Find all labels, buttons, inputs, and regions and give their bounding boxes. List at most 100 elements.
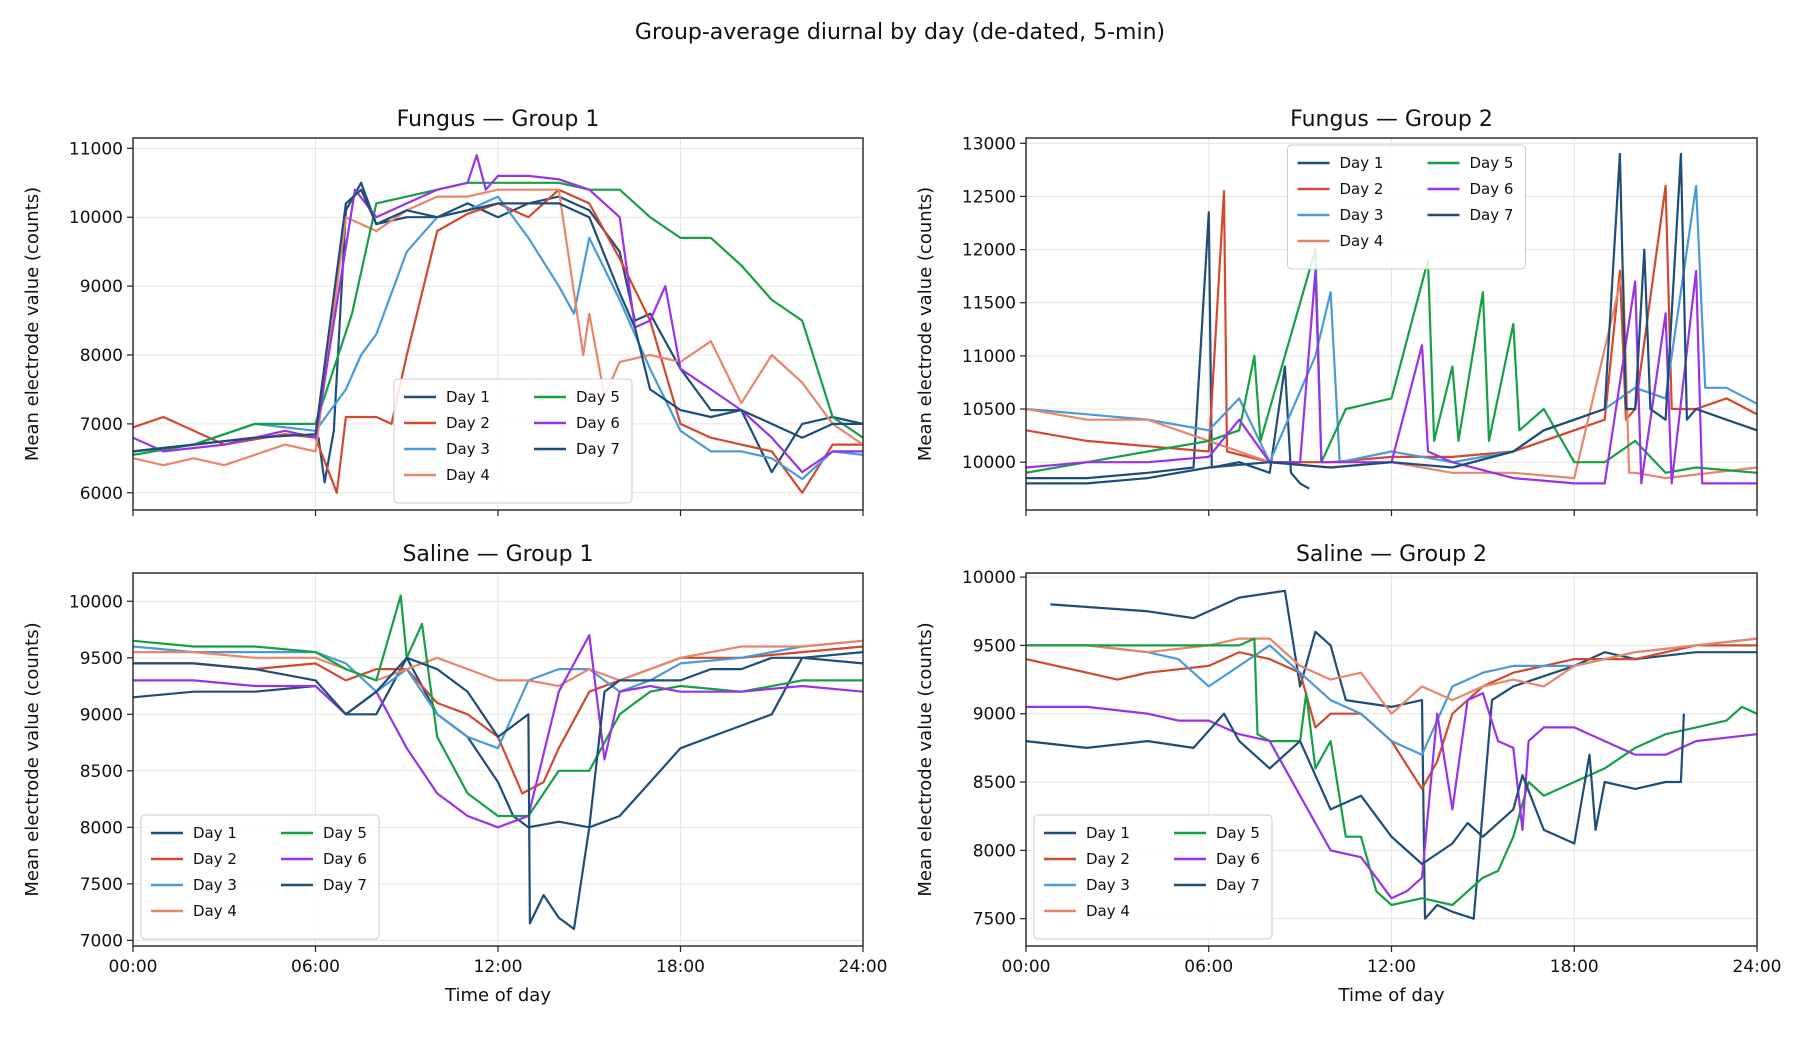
y-tick-label: 9000	[973, 705, 1016, 725]
legend-label: Day 4	[446, 466, 490, 484]
x-tick-label: 06:00	[1184, 957, 1233, 977]
legend: Day 1 Day 2 Day 3 Day 4 Day 5 Day 6 Day 7	[1287, 144, 1526, 270]
legend-item: Day 3	[151, 876, 237, 894]
legend-item: Day 6	[1174, 850, 1260, 868]
y-tick-label: 6000	[80, 484, 123, 504]
legend-item: Day 6	[534, 414, 620, 432]
legend-item: Day 1	[1297, 154, 1384, 172]
x-tick-label: 00:00	[109, 957, 158, 977]
legend-label: Day 3	[446, 440, 490, 458]
subplot-2: 10000 10500 11000 11500 12000 12500 13000 Fungu…	[915, 107, 1758, 516]
y-tick-label: 7000	[80, 931, 123, 951]
y-tick-label: 8500	[80, 762, 123, 782]
subplot-title: Fungus — Group 1	[397, 107, 600, 132]
legend-item: Day 1	[151, 824, 237, 842]
legend-box	[1033, 814, 1273, 940]
axes-frame	[132, 137, 864, 511]
legend-item: Day 2	[404, 414, 490, 432]
series-line-day-5	[133, 594, 863, 818]
legend-label: Day 5	[1470, 154, 1514, 172]
legend-item: Day 5	[1174, 824, 1260, 842]
x-axis-label: Time of day	[1338, 985, 1445, 1006]
y-tick-label: 8000	[80, 818, 123, 838]
y-tick-label: 10000	[69, 592, 123, 612]
legend-item: Day 1	[1044, 824, 1130, 842]
y-tick-label: 8000	[973, 841, 1016, 861]
series-line-day-4	[133, 639, 863, 688]
legend-item: Day 2	[1044, 850, 1130, 868]
y-axis-label: Mean electrode value (counts)	[915, 187, 936, 461]
legend-item: Day 4	[151, 902, 237, 920]
legend: Day 1 Day 2 Day 3 Day 4 Day 5 Day 6 Day 7	[1033, 814, 1273, 940]
legend-item: Day 4	[404, 466, 490, 484]
x-tick-label: 00:00	[1002, 957, 1051, 977]
y-tick-label: 11500	[962, 294, 1016, 314]
y-tick-label: 10000	[962, 568, 1016, 588]
y-tick-label: 13000	[962, 134, 1016, 154]
x-tick-label: 18:00	[1550, 957, 1599, 977]
y-tick-label: 11000	[69, 139, 123, 159]
series-line-day-5	[1026, 637, 1757, 907]
x-tick-label: 12:00	[1367, 957, 1416, 977]
series-line-day-7	[1026, 152, 1757, 485]
y-tick-label: 9000	[80, 705, 123, 725]
legend-label: Day 2	[446, 414, 490, 432]
legend-item: Day 7	[1174, 876, 1260, 894]
series-line-day-6	[133, 154, 863, 474]
legend-label: Day 1	[446, 388, 490, 406]
y-tick-label: 7000	[80, 415, 123, 435]
subplot-4: 00:00 06:00 12:00 18:00 24:00 7500 8000 8500 900…	[915, 542, 1782, 1006]
subplot-title: Saline — Group 2	[1296, 542, 1487, 567]
legend-item: Day 5	[281, 824, 367, 842]
axes-frame	[132, 572, 864, 947]
y-tick-label: 12000	[962, 241, 1016, 261]
y-tick-label: 8000	[80, 346, 123, 366]
y-tick-label: 12500	[962, 187, 1016, 207]
legend-item: Day 7	[281, 876, 367, 894]
legend-item: Day 1	[404, 388, 490, 406]
series-group	[1026, 589, 1757, 920]
legend-label: Day 2	[193, 850, 237, 868]
y-tick-label: 10000	[962, 453, 1016, 473]
legend-label: Day 6	[1470, 180, 1514, 198]
figure-title: Group-average diurnal by day (de-dated, …	[635, 20, 1165, 45]
legend-label: Day 7	[323, 876, 367, 894]
legend-item: Day 3	[404, 440, 490, 458]
legend-label: Day 7	[1216, 876, 1260, 894]
series-line-day-7	[1026, 712, 1685, 866]
legend-item: Day 4	[1044, 902, 1130, 920]
y-tick-label: 9500	[80, 649, 123, 669]
legend-label: Day 6	[323, 850, 367, 868]
legend-label: Day 6	[1216, 850, 1260, 868]
y-tick-label: 11000	[962, 347, 1016, 367]
y-tick-label: 9500	[973, 636, 1016, 656]
legend-item: Day 7	[1427, 206, 1514, 224]
legend: Day 1 Day 2 Day 3 Day 4 Day 5 Day 6 Day 7	[393, 378, 633, 504]
series-line-day-7	[133, 656, 863, 931]
series-line-day-6	[1026, 692, 1757, 900]
legend-label: Day 7	[1470, 206, 1514, 224]
legend-item: Day 2	[151, 850, 237, 868]
x-axis-label: Time of day	[444, 985, 551, 1006]
series-line-day-4	[1026, 269, 1757, 480]
legend-box	[140, 814, 380, 940]
legend-item: Day 6	[281, 850, 367, 868]
legend-label: Day 1	[1340, 154, 1384, 172]
legend-label: Day 1	[1086, 824, 1130, 842]
y-axis-label: Mean electrode value (counts)	[22, 187, 43, 461]
y-tick-label: 7500	[80, 875, 123, 895]
legend-item: Day 4	[1297, 232, 1383, 250]
y-tick-label: 8500	[973, 773, 1016, 793]
y-tick-label: 10000	[69, 208, 123, 228]
legend-label: Day 3	[193, 876, 237, 894]
legend-item: Day 6	[1427, 180, 1514, 198]
legend: Day 1 Day 2 Day 3 Day 4 Day 5 Day 6 Day 7	[140, 814, 380, 940]
legend-item: Day 3	[1297, 206, 1383, 224]
legend-box	[393, 378, 633, 504]
series-line-day-3	[133, 195, 863, 481]
subplot-3: 00:00 06:00 12:00 18:00 24:00 7000 7500 8000 850…	[22, 542, 888, 1006]
legend-label: Day 2	[1340, 180, 1384, 198]
y-tick-label: 7500	[973, 910, 1016, 930]
x-tick-label: 06:00	[291, 957, 340, 977]
